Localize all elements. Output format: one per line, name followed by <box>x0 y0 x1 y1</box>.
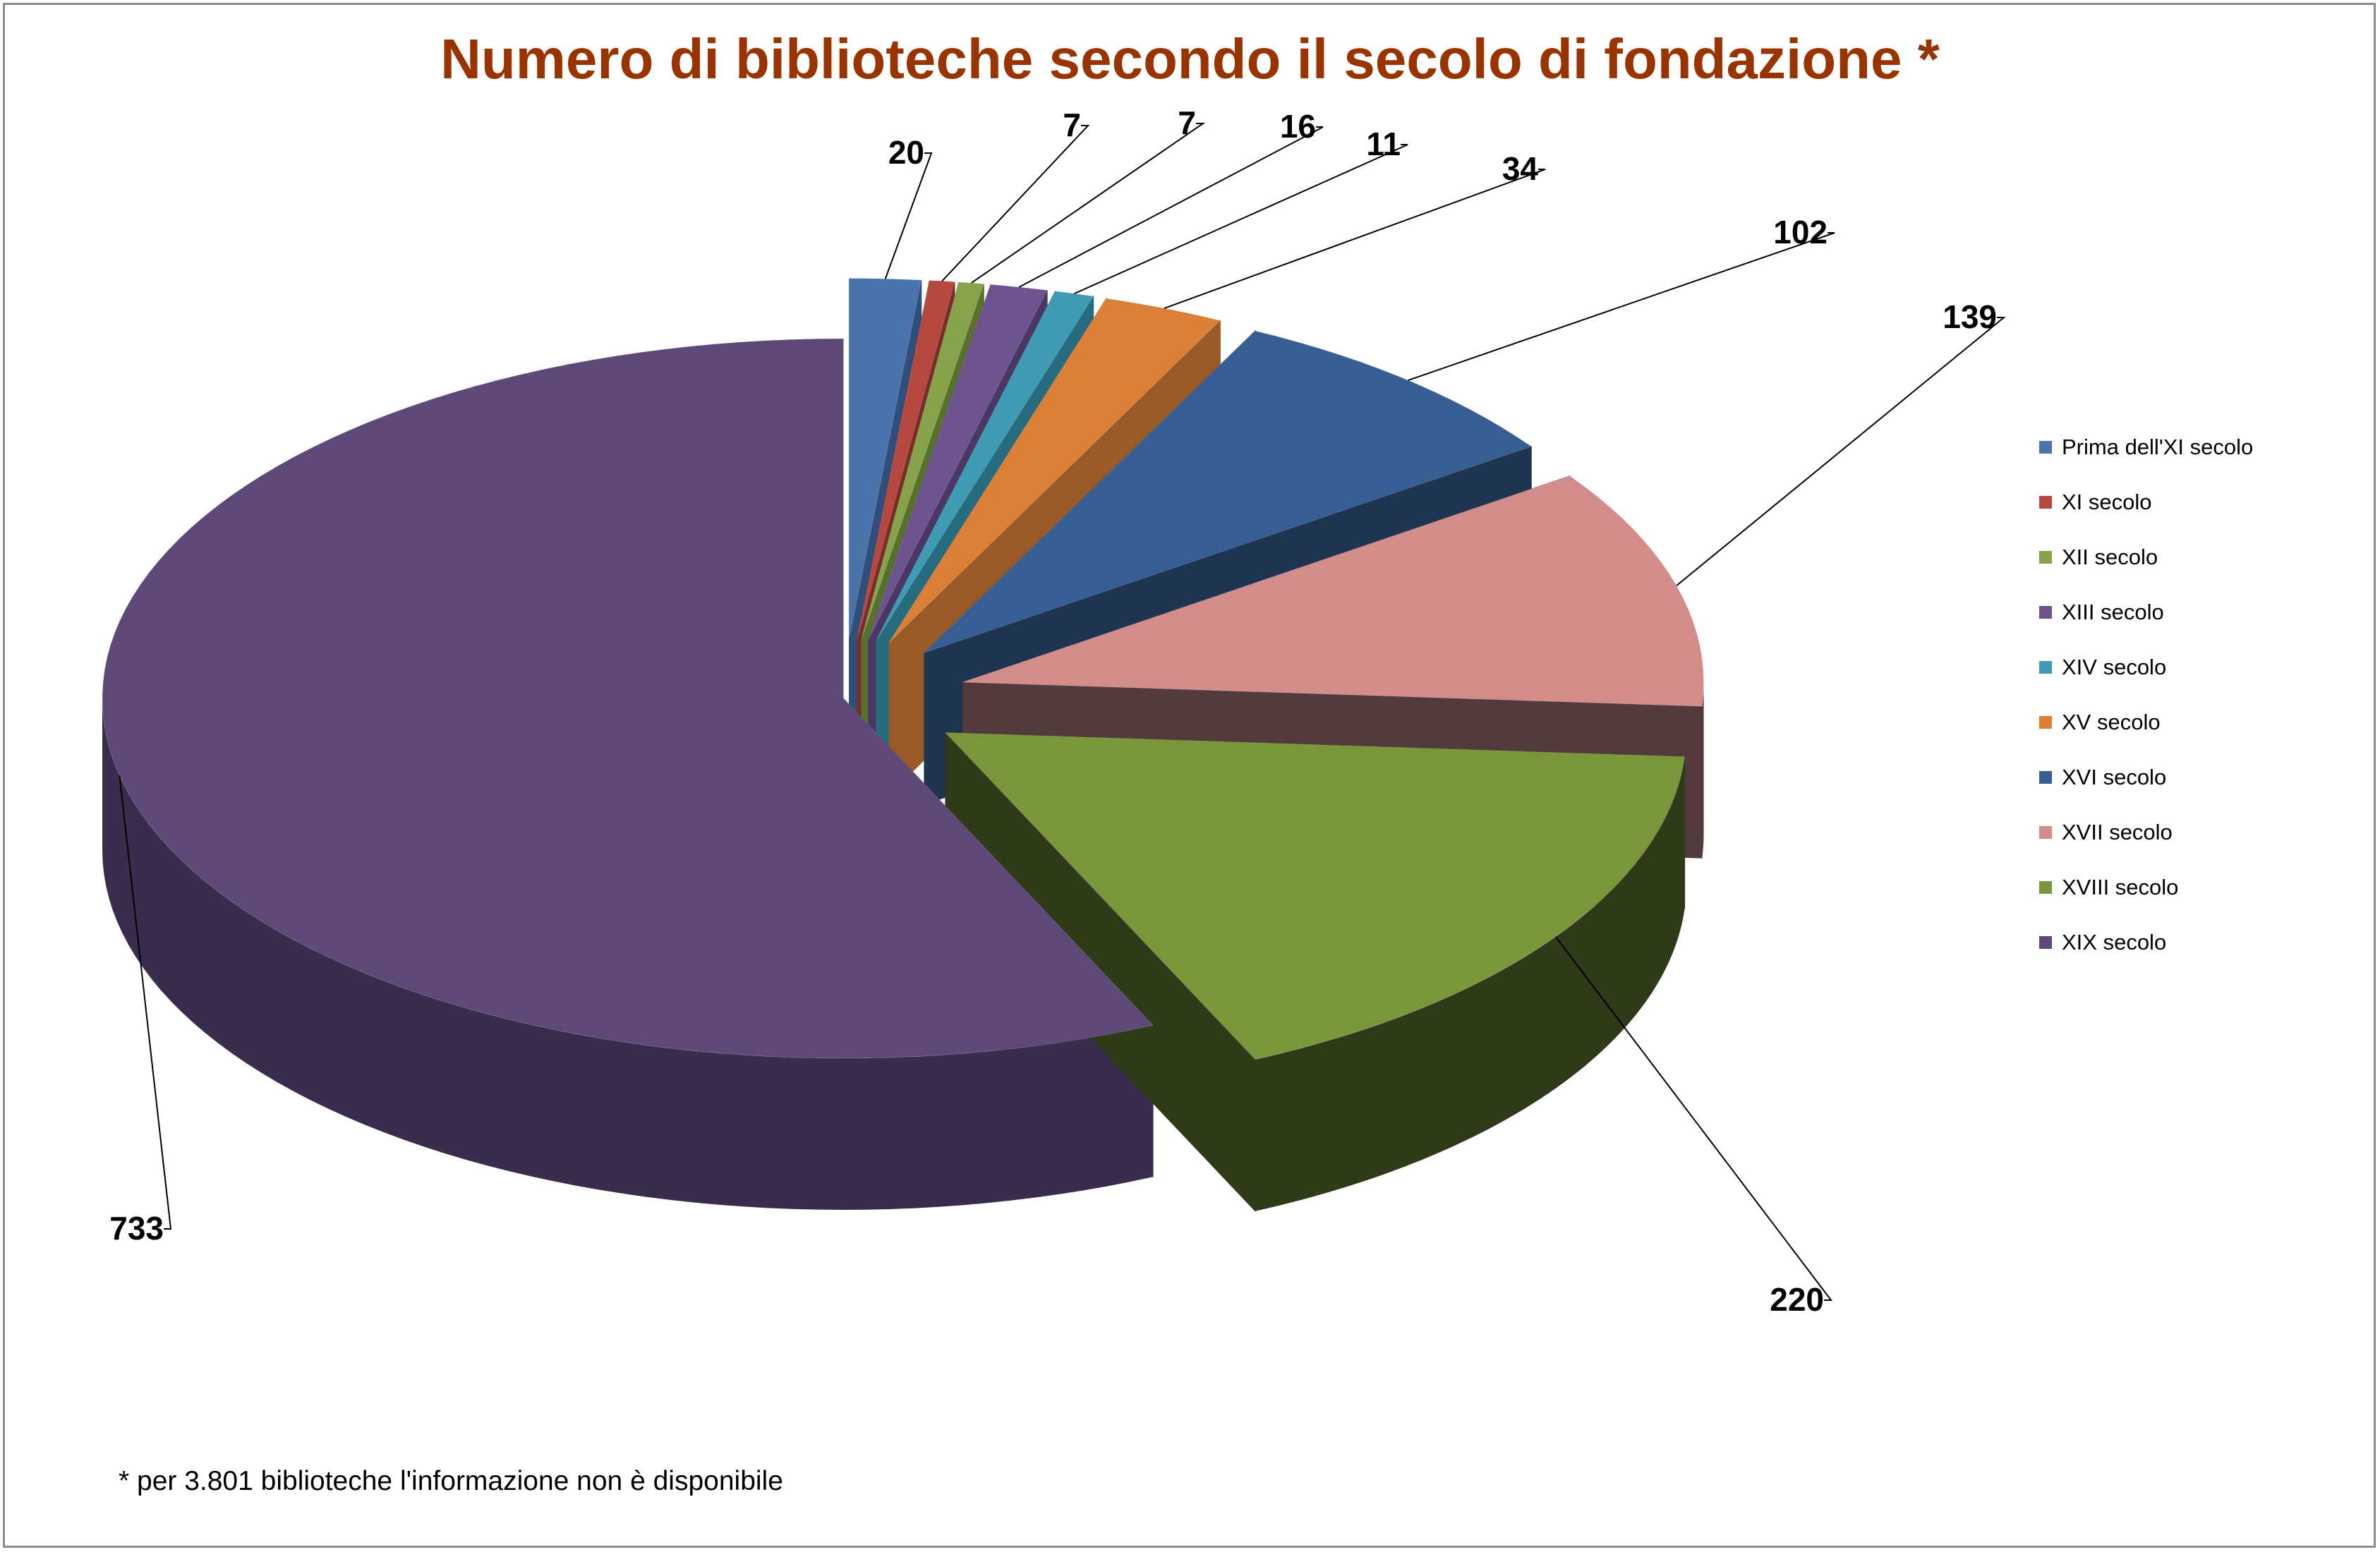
legend-swatch <box>2039 661 2052 674</box>
legend-swatch <box>2039 936 2052 949</box>
data-label-0: 20 <box>888 134 924 171</box>
data-label-5: 34 <box>1502 150 1539 187</box>
legend-item: XIX secolo <box>2039 915 2350 970</box>
legend-label: XVII secolo <box>2062 820 2173 844</box>
legend-swatch <box>2039 551 2052 564</box>
data-label-6: 102 <box>1773 214 1828 250</box>
data-label-3: 16 <box>1280 108 1316 145</box>
data-label-1: 7 <box>1063 107 1081 143</box>
leader-line-3 <box>1018 126 1324 288</box>
chart-frame <box>3 3 2376 1548</box>
slice-rim-9 <box>102 698 1154 1210</box>
slice-rim-7 <box>1702 682 1704 859</box>
legend-label: XI secolo <box>2062 490 2152 514</box>
legend-label: XV secolo <box>2062 710 2161 734</box>
pie-slice-xvi-secolo <box>924 330 1533 653</box>
legend-label: XVI secolo <box>2062 765 2167 789</box>
data-label-4: 11 <box>1366 126 1401 162</box>
data-label-9: 733 <box>109 1210 164 1247</box>
data-label-7: 139 <box>1943 298 1997 335</box>
legend-label: XVIII secolo <box>2062 875 2179 899</box>
data-labels: 20 7 7 16 11 34 102 139 220 733 <box>109 104 1997 1318</box>
pie-slice-xviii-secolo <box>944 732 1686 1060</box>
legend: Prima dell'XI secolo XI secolo XII secolo X… <box>2039 420 2350 970</box>
legend-swatch <box>2039 826 2052 839</box>
chart-title: Numero di biblioteche secondo il secolo … <box>440 28 1940 90</box>
leader-line-7 <box>1676 317 2006 586</box>
leader-line-2 <box>971 123 1206 284</box>
legend-swatch <box>2039 881 2052 894</box>
legend-item: XV secolo <box>2039 695 2350 750</box>
leader-line-6 <box>1408 232 1835 382</box>
pie-slice-xiv-secolo <box>876 291 1094 641</box>
legend-item: XIII secolo <box>2039 585 2350 640</box>
data-label-2: 7 <box>1178 104 1196 141</box>
pie-slice-xi-secolo <box>857 279 955 639</box>
legend-label: XIX secolo <box>2062 930 2167 954</box>
legend-item: XVIII secolo <box>2039 860 2350 915</box>
leader-line-9 <box>119 775 172 1230</box>
legend-swatch <box>2039 716 2052 729</box>
legend-swatch <box>2039 496 2052 509</box>
leader-lines <box>119 123 2006 1301</box>
legend-swatch <box>2039 441 2052 454</box>
footnote: * per 3.801 biblioteche l'informazione n… <box>119 1466 783 1496</box>
legend-item: XI secolo <box>2039 475 2350 530</box>
leader-line-4 <box>1074 144 1408 295</box>
legend-item: XVII secolo <box>2039 805 2350 860</box>
legend-swatch <box>2039 771 2052 784</box>
legend-item: XIV secolo <box>2039 640 2350 695</box>
legend-item: Prima dell'XI secolo <box>2039 420 2350 475</box>
data-label-8: 220 <box>1770 1281 1824 1318</box>
legend-label: XIV secolo <box>2062 655 2167 679</box>
legend-label: XIII secolo <box>2062 600 2164 624</box>
legend-label: Prima dell'XI secolo <box>2062 435 2254 459</box>
leader-line-8 <box>1554 936 1833 1301</box>
pie-slices <box>102 278 1705 1060</box>
legend-item: XII secolo <box>2039 530 2350 585</box>
legend-swatch <box>2039 606 2052 619</box>
slice-rim-8 <box>1255 756 1685 1211</box>
leader-line-0 <box>884 152 933 279</box>
leader-line-5 <box>1164 169 1546 309</box>
legend-label: XII secolo <box>2062 545 2158 569</box>
legend-item: XVI secolo <box>2039 750 2350 805</box>
leader-line-1 <box>941 125 1090 282</box>
